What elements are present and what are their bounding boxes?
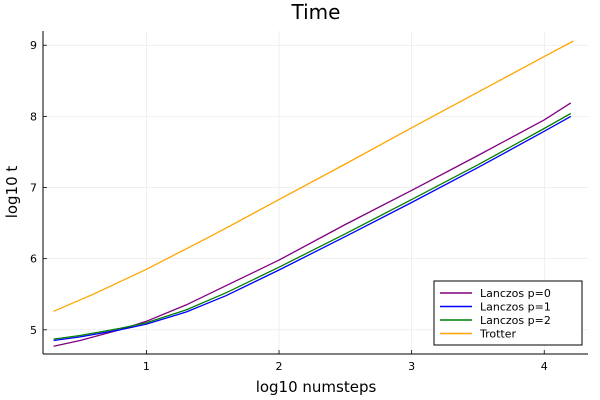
x-tick-label: 3 <box>408 360 415 373</box>
x-tick-label: 1 <box>143 360 150 373</box>
y-tick-label: 6 <box>30 253 37 266</box>
chart-title: Time <box>291 0 341 24</box>
series-line-lanczos-p-1 <box>53 115 572 342</box>
x-tick-label: 2 <box>276 360 283 373</box>
x-tick-label: 4 <box>541 360 548 373</box>
legend-label: Lanczos p=1 <box>480 301 551 314</box>
legend-label: Trotter <box>479 328 517 341</box>
y-tick-label: 5 <box>30 324 37 337</box>
legend-box <box>433 280 583 346</box>
legend-label: Lanczos p=2 <box>480 314 551 327</box>
x-axis-label: log10 numsteps <box>256 378 377 396</box>
y-tick-label: 7 <box>30 182 37 195</box>
y-axis-label: log10 t <box>3 166 21 219</box>
legend-label: Lanczos p=0 <box>480 287 551 300</box>
series-group <box>53 40 574 347</box>
axes <box>42 31 588 355</box>
y-ticks: 5 6 7 8 9 <box>30 39 47 337</box>
series-line-trotter <box>53 40 574 312</box>
y-tick-label: 9 <box>30 39 37 52</box>
series-line-lanczos-p-2 <box>53 112 572 340</box>
y-tick-label: 8 <box>30 110 37 123</box>
x-ticks: 1 2 3 4 <box>143 350 548 373</box>
grid-lines <box>43 31 588 354</box>
